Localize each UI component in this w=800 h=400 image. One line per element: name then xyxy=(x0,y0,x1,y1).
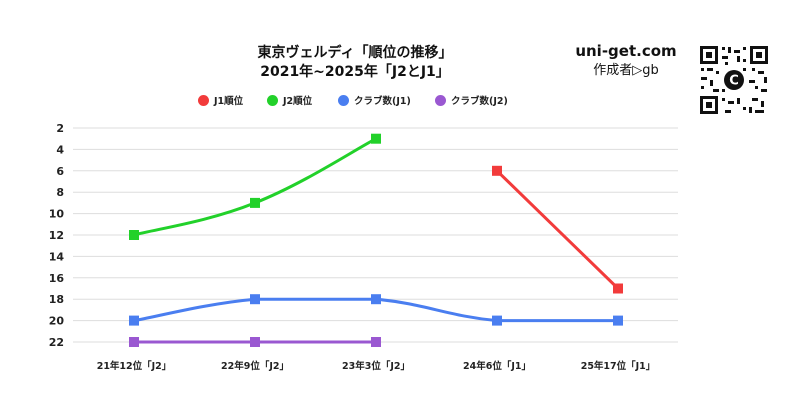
legend-marker-icon xyxy=(338,94,349,106)
series-j2-rank-line xyxy=(132,137,378,237)
y-tick-label: 20 xyxy=(49,315,65,328)
series-j2-clubs-point xyxy=(250,337,260,347)
qr-logo-circle xyxy=(724,70,744,90)
legend-label: J1順位 xyxy=(214,96,244,107)
qr-finder-top-left xyxy=(700,46,718,64)
x-tick-label: 25年17位「J1」 xyxy=(581,360,656,372)
legend-label: J2順位 xyxy=(283,96,313,107)
y-tick-label: 14 xyxy=(49,250,65,263)
x-tick-label: 24年6位「J1」 xyxy=(463,360,531,372)
series-j2-rank-point xyxy=(129,230,139,240)
x-tick-label: 22年9位「J2」 xyxy=(221,360,289,372)
y-tick-label: 16 xyxy=(49,272,65,285)
qr-finder-top-right xyxy=(750,46,768,64)
series-j2-rank-point xyxy=(250,197,260,208)
series-j1-clubs-point xyxy=(250,294,260,305)
x-tick-label: 23年3位「J2」 xyxy=(342,360,410,372)
qr-finder-bottom-left xyxy=(700,96,718,114)
y-tick-label: 18 xyxy=(49,293,64,306)
y-tick-label: 2 xyxy=(56,122,64,135)
author-label: 作成者▷gb xyxy=(593,63,659,78)
y-tick-label: 6 xyxy=(56,165,64,178)
legend-marker-icon xyxy=(435,94,446,106)
legend-marker-icon xyxy=(267,94,278,106)
series-j2-clubs-point xyxy=(371,337,381,347)
brand-block: uni-get.com 作成者▷gb xyxy=(568,42,684,80)
legend-label: クラブ数(J1) xyxy=(354,96,411,107)
series-j1-clubs-point xyxy=(492,315,502,326)
y-tick-label: 12 xyxy=(49,229,64,242)
chart-title-block: 東京ヴェルディ「順位の推移」 2021年~2025年「J2とJ1」 xyxy=(225,44,485,82)
qr-logo-glyph: C xyxy=(729,74,739,89)
y-tick-label: 10 xyxy=(49,208,65,221)
qr-code[interactable]: C xyxy=(698,44,770,116)
series-j1-rank-point xyxy=(613,283,623,294)
legend-item-j2-clubs[interactable]: クラブ数(J2) xyxy=(435,92,508,108)
legend-item-j1-clubs[interactable]: クラブ数(J1) xyxy=(338,92,411,108)
legend-item-j1-rank[interactable]: J1順位 xyxy=(198,92,243,108)
legend-label: クラブ数(J2) xyxy=(451,96,508,107)
series-j1-rank-line xyxy=(495,169,620,290)
site-name[interactable]: uni-get.com xyxy=(575,42,677,60)
series-j1-clubs-point xyxy=(613,315,623,326)
series-j1-rank-point xyxy=(492,165,502,176)
series-j2-clubs-point xyxy=(129,337,139,347)
qr-modules xyxy=(701,47,767,113)
legend-item-j2-rank[interactable]: J2順位 xyxy=(267,92,312,108)
chart-legend: J1順位 J2順位 クラブ数(J1) クラブ数(J2) xyxy=(0,92,800,108)
y-tick-label: 4 xyxy=(56,143,64,156)
series-j1-clubs-point xyxy=(129,315,139,326)
x-tick-label: 21年12位「J2」 xyxy=(97,360,172,372)
y-tick-label: 8 xyxy=(56,186,64,199)
legend-marker-icon xyxy=(198,94,209,106)
y-tick-label: 22 xyxy=(49,336,64,349)
series-j1-clubs-point xyxy=(371,294,381,305)
chart-subtitle: 2021年~2025年「J2とJ1」 xyxy=(260,64,450,80)
series-j2-rank-point xyxy=(371,133,381,144)
chart-title: 東京ヴェルディ「順位の推移」 xyxy=(257,45,453,61)
